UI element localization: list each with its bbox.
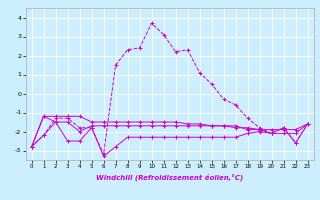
X-axis label: Windchill (Refroidissement éolien,°C): Windchill (Refroidissement éolien,°C) [96, 173, 243, 181]
